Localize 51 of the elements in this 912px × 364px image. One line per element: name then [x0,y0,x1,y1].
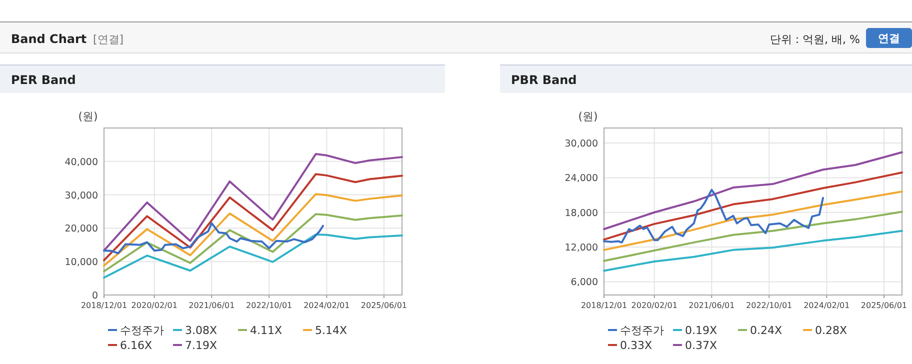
line-series [103,222,324,254]
y-tick-label: 0 [92,290,98,302]
header: Band Chart [연결] 단위 : 억원, 배, % 연결 [0,22,912,54]
legend-label: 수정주가 [620,324,664,337]
legend-label: 3.08X [185,324,218,337]
x-tick-label: 2025/06/01 [360,301,408,310]
line-series [603,151,903,230]
y-tick-label: 10,000 [64,257,98,268]
chart-title: PBR Band [511,73,577,87]
y-tick-label: 40,000 [64,156,98,168]
y-tick-label: 30,000 [564,138,598,150]
line-series [103,213,403,272]
x-tick-label: 2018/12/01 [80,301,128,310]
x-tick-label: 2018/12/01 [580,301,628,310]
y-tick-label: 30,000 [64,190,98,202]
x-tick-label: 2024/02/01 [804,301,850,310]
x-tick-label: 2022/10/01 [746,301,792,310]
y-tick-label: 6,000 [570,277,598,288]
y-tick-label: 20,000 [64,224,98,235]
y-axis-title: (원) [578,110,598,123]
line-series [603,188,824,244]
legend-label: 5.14X [315,324,348,337]
line-series [603,190,903,251]
x-tick-label: 2021/06/01 [188,301,235,310]
x-tick-label: 2025/06/01 [860,301,908,310]
y-axis-title: (원) [78,110,98,123]
y-tick-label: 12,000 [564,242,598,254]
x-tick-label: 2021/06/01 [688,301,735,310]
y-tick-label: 24,000 [564,173,598,184]
x-tick-label: 2024/02/01 [304,301,350,310]
legend-label: 4.11X [250,324,282,337]
line-series [603,210,903,262]
line-series [603,171,903,241]
line-series [103,153,403,252]
legend-label: 0.24X [750,324,782,337]
legend-label: 6.16X [120,339,152,352]
line-series [603,230,903,272]
x-tick-label: 2022/10/01 [246,301,292,310]
legend-label: 0.19X [685,324,718,337]
line-series [103,173,403,262]
line-series [103,234,403,279]
y-tick-label: 18,000 [564,208,598,219]
x-tick-label: 2020/02/01 [631,301,678,310]
legend-label: 0.28X [815,324,848,337]
chart-title: PER Band [11,73,76,87]
line-series [103,193,403,267]
legend-label: 0.33X [620,339,652,352]
x-tick-label: 2020/02/01 [131,301,178,310]
legend-label: 수정주가 [120,324,164,337]
legend-label: 7.19X [185,339,218,352]
legend-label: 0.37X [685,339,718,352]
